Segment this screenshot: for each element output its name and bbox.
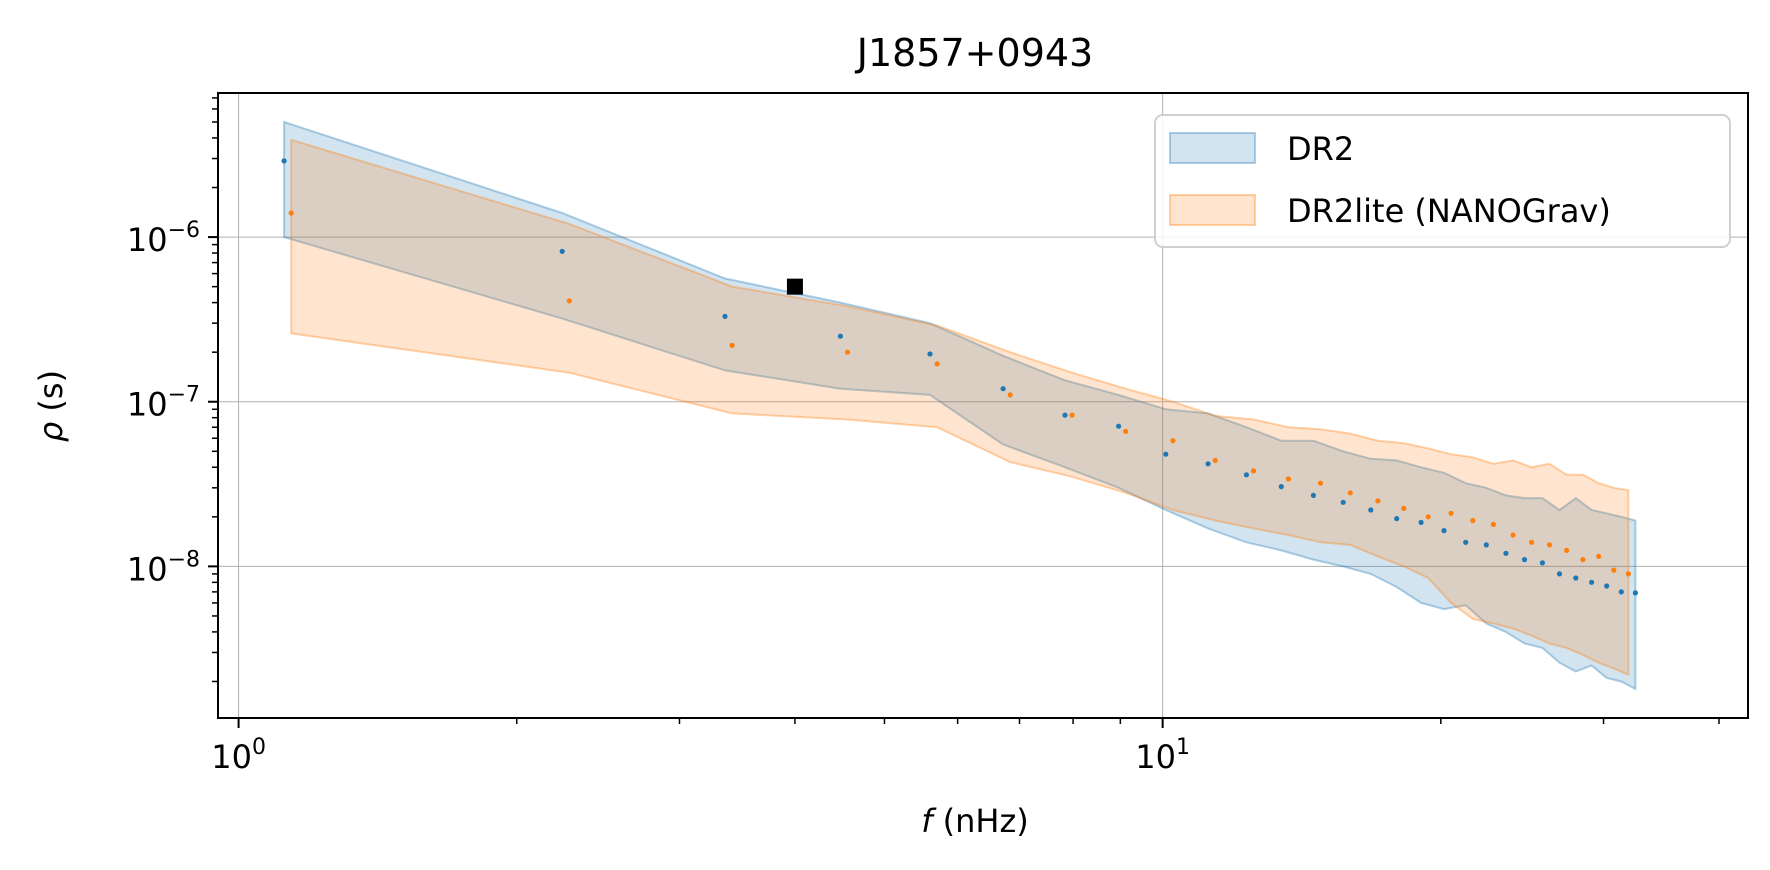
dr2-point — [1205, 461, 1211, 467]
dr2-point — [1503, 550, 1509, 556]
dr2lite-point — [1611, 567, 1617, 573]
dr2-point — [1483, 542, 1489, 548]
dr2lite-point — [1401, 505, 1407, 511]
dr2-point — [1062, 412, 1068, 418]
dr2-point — [1243, 472, 1249, 478]
dr2lite-point — [934, 361, 940, 367]
dr2-point — [837, 333, 844, 339]
y-tick-label-0: 10−8 — [127, 547, 200, 588]
x-tick-label-1: 101 — [1135, 735, 1190, 776]
dr2-point — [1441, 528, 1447, 534]
dr2-point — [1573, 575, 1579, 581]
dr2-point — [1163, 451, 1169, 457]
dr2-point — [559, 248, 565, 254]
legend-swatch-dr2 — [1169, 132, 1256, 164]
dr2-point — [722, 313, 728, 319]
dr2lite-point — [1529, 539, 1535, 545]
square-marker — [786, 278, 803, 295]
dr2-point — [1310, 492, 1316, 498]
dr2lite-point — [844, 349, 851, 355]
bands — [283, 120, 1637, 691]
chart-title: J1857+0943 — [855, 31, 1093, 75]
x-tick-label-0: 100 — [211, 735, 266, 776]
dr2-point — [1618, 589, 1624, 595]
dr2lite-point — [288, 210, 294, 216]
dr2lite-point — [1625, 571, 1631, 577]
y-axis-label-symbol: ρ — [32, 422, 70, 442]
dr2-point — [1539, 560, 1545, 566]
plot-frame — [217, 92, 1749, 719]
dr2lite-point — [1375, 498, 1381, 504]
dr2lite-point — [1285, 476, 1291, 482]
legend: DR2 DR2lite (NANOGrav) — [1154, 114, 1731, 248]
dr2lite-point — [1448, 510, 1454, 516]
points — [281, 158, 1638, 596]
marker — [786, 278, 803, 295]
dr2lite-band — [290, 138, 1630, 677]
dr2lite-point — [566, 298, 572, 304]
legend-swatch-dr2lite — [1169, 194, 1256, 226]
dr2-point — [281, 158, 287, 164]
dr2-point — [1556, 571, 1563, 577]
dr2-point — [1340, 499, 1346, 505]
dr2-point — [1278, 484, 1284, 490]
dr2lite-point — [1170, 438, 1176, 444]
dr2-point — [927, 351, 933, 357]
dr2lite-point — [1470, 517, 1476, 524]
dr2lite-point — [1123, 428, 1129, 434]
legend-box — [1154, 114, 1731, 248]
x-axis-label: f (nHz) — [921, 802, 1029, 840]
dr2lite-point — [729, 342, 735, 348]
dr2lite-point — [1425, 514, 1431, 520]
dr2lite-point — [1317, 480, 1324, 486]
dr2-point — [1394, 516, 1400, 522]
y-axis-label-unit: (s) — [32, 370, 70, 422]
dr2lite-point — [1490, 521, 1496, 528]
dr2lite-point — [1347, 490, 1353, 496]
dr2-point — [1604, 583, 1610, 589]
legend-label-dr2: DR2 — [1287, 130, 1354, 168]
dr2lite-point — [1546, 542, 1553, 548]
y-tick-label-2: 10−6 — [127, 218, 200, 259]
y-tick-label-1: 10−7 — [127, 383, 200, 424]
dr2-point — [1521, 557, 1528, 563]
dr2-point — [1000, 386, 1006, 392]
dr2lite-point — [1069, 412, 1075, 418]
legend-label-dr2lite: DR2lite (NANOGrav) — [1287, 192, 1611, 230]
dr2lite-point — [1580, 557, 1586, 563]
ticks: 100 101 10−8 10−7 10−6 — [127, 97, 1720, 776]
dr2lite-point — [1510, 532, 1516, 538]
dr2-band — [283, 120, 1637, 691]
dr2-point — [1116, 423, 1122, 429]
dr2-point — [1632, 590, 1638, 596]
dr2-point — [1463, 539, 1469, 545]
dr2-point — [1368, 507, 1374, 513]
dr2lite-point — [1596, 553, 1602, 560]
dr2-point — [1589, 579, 1595, 585]
dr2-point — [1418, 519, 1424, 526]
x-axis-label-unit: (nHz) — [932, 802, 1028, 840]
dr2lite-point — [1564, 547, 1570, 554]
dr2lite-point — [1250, 468, 1257, 474]
dr2lite-point — [1212, 457, 1218, 463]
y-axis-label: ρ (s) — [32, 370, 70, 442]
dr2lite-point — [1007, 392, 1013, 398]
